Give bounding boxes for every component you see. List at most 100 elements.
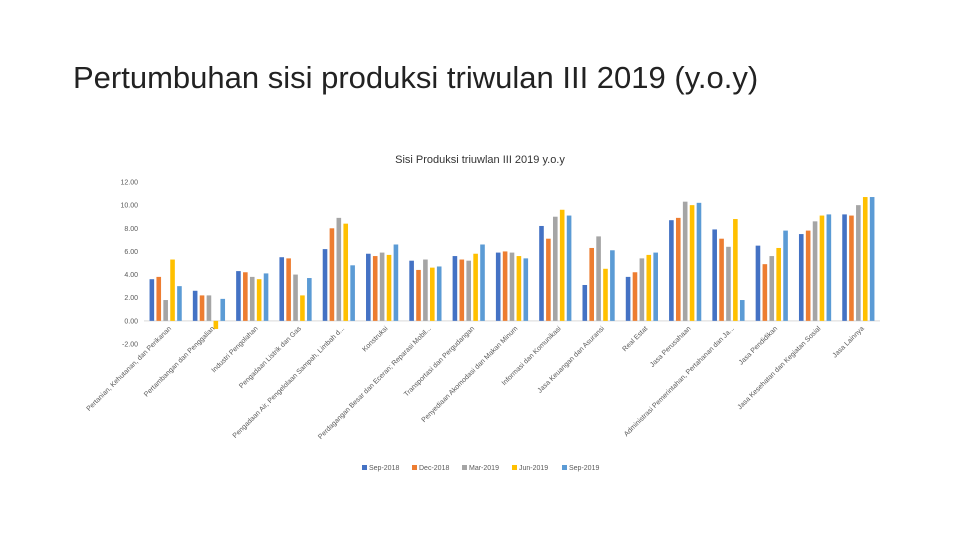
legend-label: Sep-2019 (569, 465, 599, 472)
bar (539, 225, 544, 321)
bar (307, 278, 312, 321)
bar (546, 238, 551, 321)
bar (459, 259, 465, 321)
bar (466, 260, 472, 321)
legend-label: Sep-2018 (369, 465, 399, 472)
bar (819, 215, 825, 321)
bar (236, 271, 241, 321)
bar (393, 244, 399, 321)
legend-swatch (562, 465, 567, 470)
chart-title: Sisi Produksi triuwlan III 2019 y.o.y (395, 154, 565, 166)
legend-label: Jun-2019 (519, 465, 548, 472)
bar (739, 300, 745, 321)
bar (696, 202, 702, 321)
bar (776, 247, 781, 321)
bar (199, 295, 205, 321)
bar (343, 223, 349, 321)
bar (582, 284, 588, 321)
bar (430, 267, 435, 321)
bar (386, 254, 392, 321)
legend: Sep-2018 Dec-2018 Mar-2019 Jun-2019 Sep-2019 (362, 465, 599, 472)
category-labels: Pertanian, Kehutanan, dan PerikananPerta… (86, 325, 866, 441)
bar (379, 252, 385, 321)
bar (625, 276, 631, 321)
bar (719, 238, 724, 321)
legend-swatch (462, 465, 467, 470)
bar (322, 249, 328, 321)
bar (646, 254, 652, 321)
bar (726, 246, 731, 321)
bar (502, 251, 508, 321)
bar (256, 279, 262, 321)
bar (682, 201, 688, 321)
legend-label: Mar-2019 (469, 465, 499, 472)
bar (249, 276, 255, 321)
bar (170, 259, 175, 321)
category-label: Penyediaan Akomodasi dan Makan Minum (421, 325, 520, 424)
bar (523, 258, 529, 321)
category-label: Konstruksi (361, 325, 389, 353)
bar (372, 256, 378, 321)
category-label: Pertambangan dan Penggalian (143, 325, 216, 398)
bar (416, 269, 421, 321)
bar (366, 253, 371, 321)
y-tick-label: 12.00 (120, 180, 138, 187)
y-tick-label: 6.00 (124, 249, 138, 256)
bar (213, 320, 219, 329)
bar (436, 266, 442, 321)
bar (653, 252, 658, 321)
bar (783, 230, 788, 321)
bar (566, 215, 572, 321)
bar (559, 209, 565, 321)
slide-title: Pertumbuhan sisi produksi triwulan III 2… (73, 60, 759, 95)
bar (769, 256, 775, 321)
legend-label: Dec-2018 (419, 465, 449, 472)
category-label: Real Estat (622, 325, 650, 353)
category-label: Transportasi dan Pergudangan (403, 325, 476, 398)
bar (755, 245, 761, 321)
bar (733, 219, 738, 321)
bar (423, 259, 428, 321)
category-label: Pertanian, Kehutanan, dan Perikanan (86, 325, 174, 413)
bar (279, 257, 285, 321)
bar (480, 244, 485, 321)
category-label: Jasa Pendidikan (738, 325, 779, 366)
y-tick-label: -2.00 (122, 342, 138, 349)
bar (826, 214, 832, 321)
bars-group (149, 197, 875, 329)
bar (452, 256, 458, 321)
bar (632, 272, 638, 321)
bar (596, 236, 601, 321)
bar (149, 279, 155, 321)
bar (263, 273, 269, 321)
category-label: Industri Pengolahan (211, 325, 260, 374)
bar (862, 197, 868, 321)
bar (552, 216, 558, 321)
category-label: Jasa Lainnya (832, 325, 866, 359)
legend-swatch (512, 465, 517, 470)
legend-swatch (362, 465, 367, 470)
bar (842, 214, 847, 321)
bar (495, 252, 501, 321)
bar (350, 265, 355, 321)
bar (589, 247, 594, 321)
bar (869, 197, 875, 321)
bar (243, 272, 248, 321)
bar (856, 205, 861, 321)
bar (675, 217, 681, 321)
bar (293, 274, 298, 321)
bar (712, 229, 717, 321)
y-tick-label: 2.00 (124, 295, 138, 302)
bar (509, 252, 515, 321)
category-label: Jasa Kesehatan dan Kegiatan Sosial (737, 325, 823, 411)
bar (805, 230, 811, 321)
bar (610, 250, 615, 321)
y-tick-label: 8.00 (124, 226, 138, 233)
category-label: Jasa Perusahaan (649, 325, 693, 369)
y-axis: -2.00 0.00 2.00 4.00 6.00 8.00 10.00 12.00 (120, 180, 138, 349)
bar (798, 234, 804, 321)
y-tick-label: 10.00 (120, 203, 138, 210)
bar (163, 300, 168, 321)
legend-swatch (412, 465, 417, 470)
